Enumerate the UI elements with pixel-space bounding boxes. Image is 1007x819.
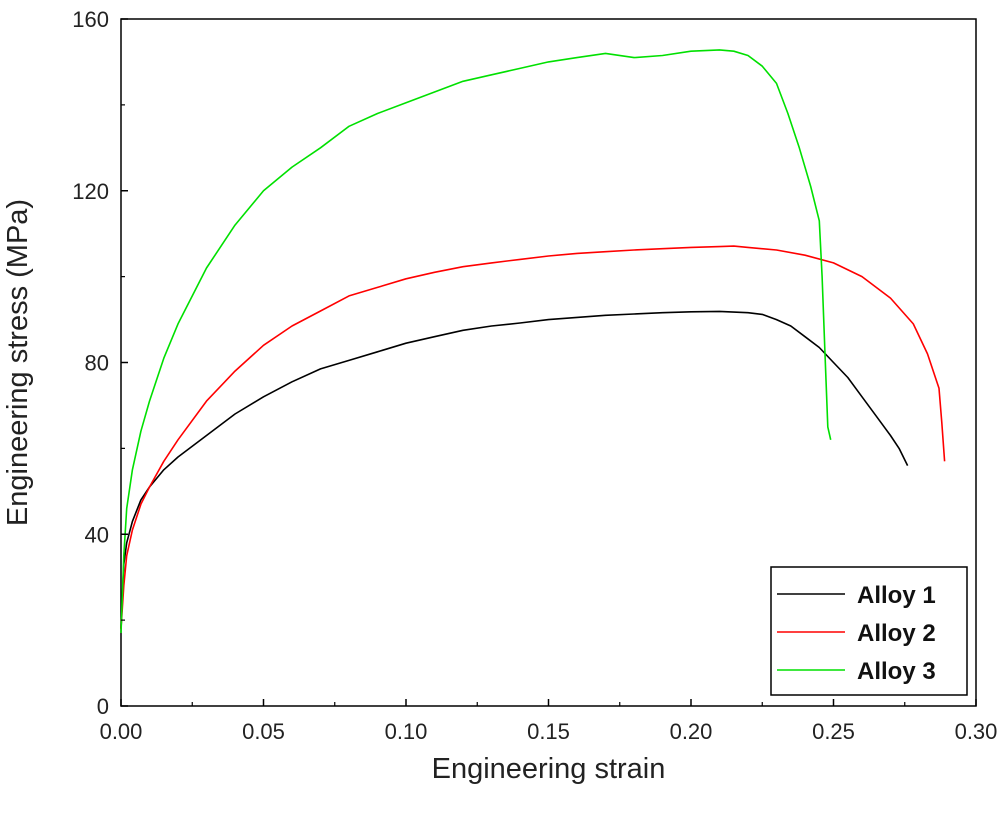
x-tick-label: 0.05 xyxy=(242,719,285,744)
series-line-1 xyxy=(120,310,909,629)
x-tick-label: 0.15 xyxy=(527,719,570,744)
series-line-2 xyxy=(120,245,946,629)
y-tick-label: 80 xyxy=(85,351,109,376)
x-tick-label: 0.30 xyxy=(955,719,998,744)
x-tick-label: 0.25 xyxy=(812,719,855,744)
legend-label-1: Alloy 1 xyxy=(857,582,936,609)
y-tick-label: 40 xyxy=(85,522,109,547)
x-tick-label: 0.00 xyxy=(100,719,143,744)
y-axis-label: Engineering stress (MPa) xyxy=(2,199,34,526)
y-tick-label: 160 xyxy=(72,7,109,32)
x-axis-label: Engineering strain xyxy=(432,753,666,785)
x-axis: 0.00 0.05 0.10 0.15 0.20 0.25 0.30 xyxy=(100,699,998,744)
series-line-3 xyxy=(120,49,832,634)
legend: Alloy 1 Alloy 2 Alloy 3 xyxy=(770,566,968,696)
y-axis: 0 40 80 120 160 xyxy=(72,7,128,719)
series-layer xyxy=(120,49,946,634)
legend-label-3: Alloy 3 xyxy=(857,658,936,685)
x-tick-label: 0.20 xyxy=(670,719,713,744)
legend-label-2: Alloy 2 xyxy=(857,620,936,647)
y-tick-label: 0 xyxy=(97,694,109,719)
y-tick-label: 120 xyxy=(72,179,109,204)
x-tick-label: 0.10 xyxy=(385,719,428,744)
legend-box xyxy=(770,566,968,696)
